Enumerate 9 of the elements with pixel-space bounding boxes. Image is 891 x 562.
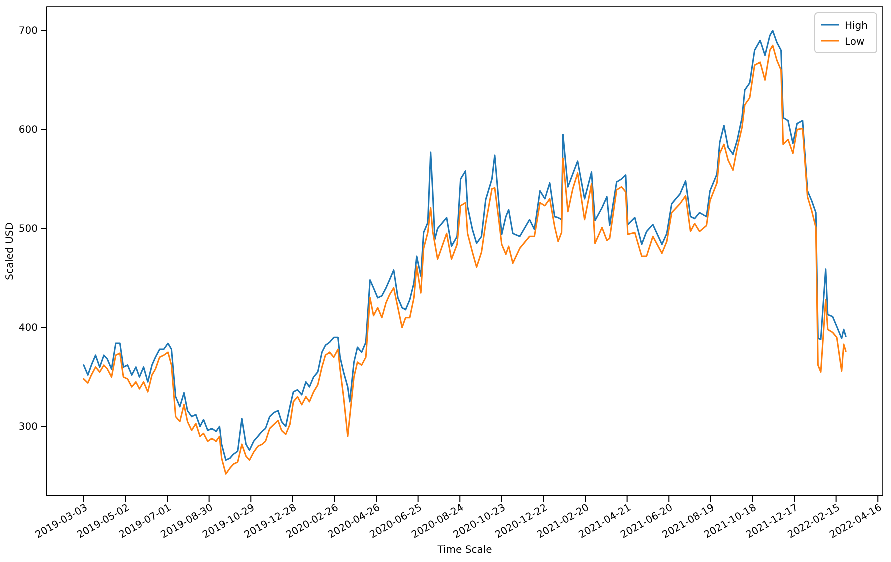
y-tick-label: 700 [18, 26, 38, 37]
legend-label: Low [845, 37, 865, 48]
y-tick-label: 300 [18, 422, 38, 433]
y-tick-label: 500 [18, 224, 38, 235]
y-tick-label: 400 [18, 322, 38, 334]
y-tick-label: 600 [18, 124, 38, 136]
x-axis-title: Time Scale [436, 545, 492, 556]
y-axis-title: Scaled USD [5, 222, 16, 280]
legend-label: High [845, 21, 868, 32]
